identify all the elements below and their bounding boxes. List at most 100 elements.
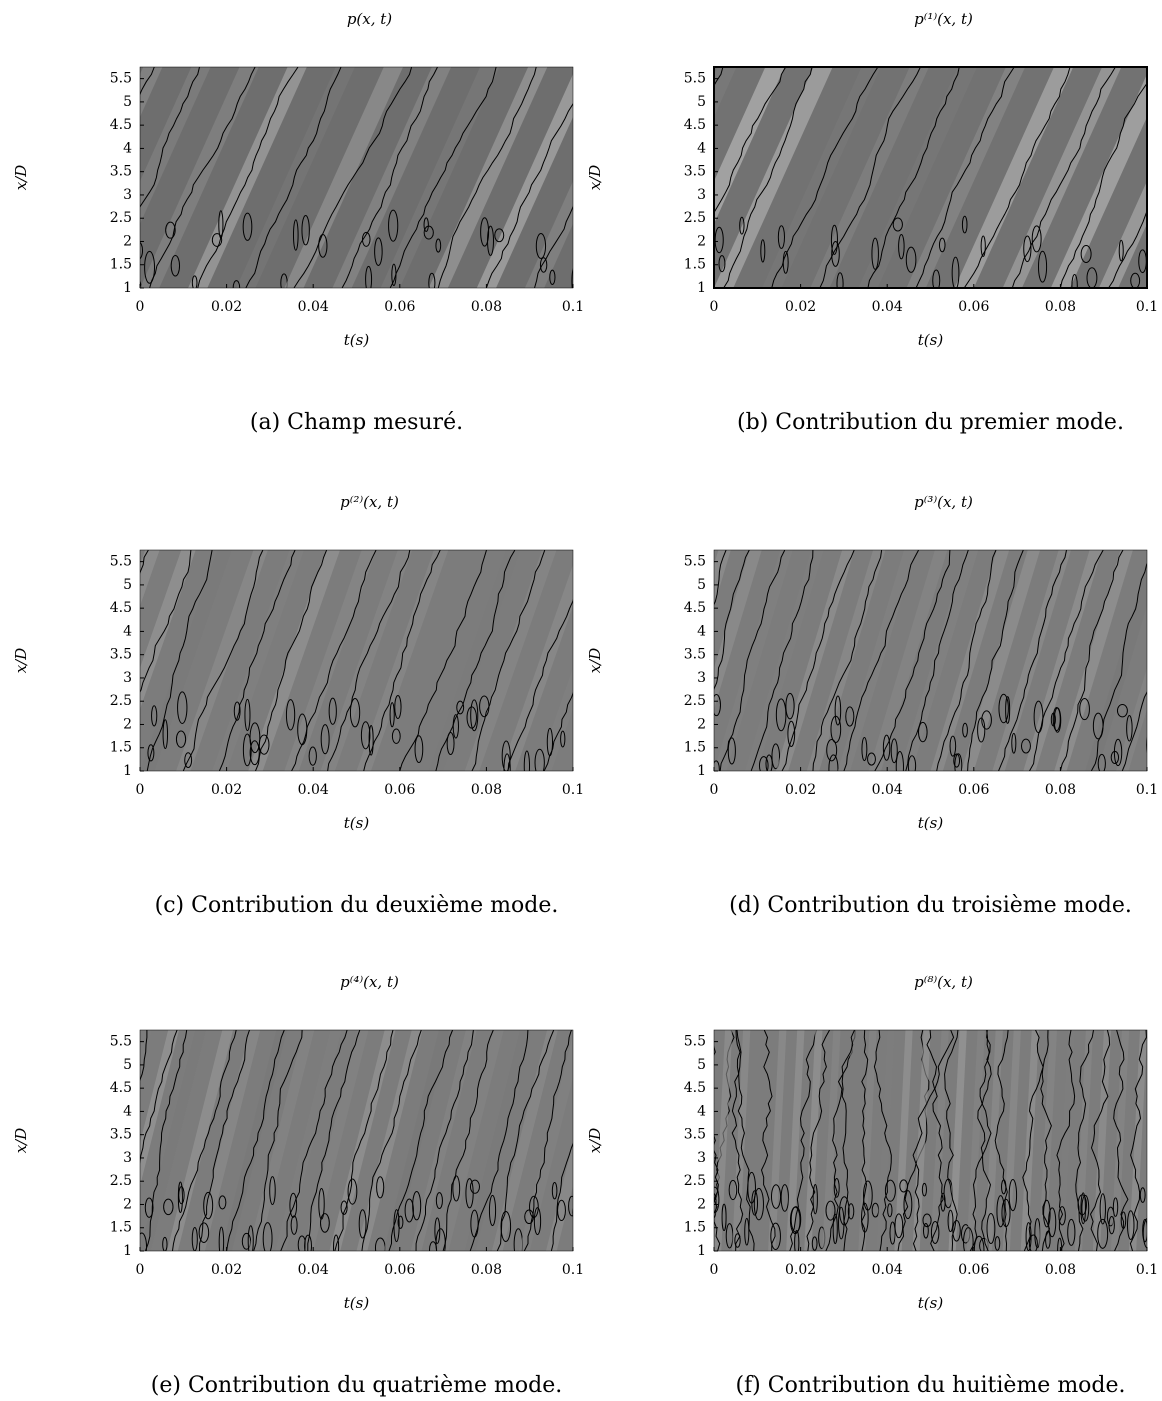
contour-loop — [404, 1198, 414, 1223]
field-stripe — [140, 1030, 207, 1251]
contour-loop — [838, 1206, 845, 1240]
y-tick-label: 1.5 — [110, 257, 132, 273]
y-tick-label: 4 — [697, 140, 706, 156]
contour-loop — [244, 698, 251, 732]
contour-line — [714, 550, 727, 606]
x-tick-label: 0 — [136, 1262, 145, 1278]
contour-loop — [211, 233, 223, 247]
y-tick-label: 1 — [123, 280, 132, 296]
contour-loop — [952, 1219, 961, 1242]
contour-loop — [794, 1230, 800, 1251]
contour-loop — [652, 745, 661, 775]
field-stripe — [140, 67, 211, 224]
contour-loop — [918, 721, 928, 743]
contour-loop — [962, 722, 968, 738]
contour-loop — [1033, 700, 1044, 734]
contour-loop — [605, 254, 615, 277]
field-stripe — [573, 1030, 639, 1251]
contour-loop — [780, 1184, 789, 1212]
contour-loop — [1092, 712, 1104, 740]
contour-loop — [9, 225, 15, 240]
contour-line — [388, 1030, 454, 1251]
contour-loop — [178, 1186, 185, 1205]
x-tick-label: 0.04 — [872, 782, 903, 798]
contour-line — [714, 67, 787, 214]
y-tick-label: 2.5 — [110, 1173, 132, 1189]
contour-line — [1108, 209, 1147, 288]
contour-loop — [198, 1222, 210, 1243]
contour-line — [860, 1030, 869, 1251]
contour-line — [307, 1030, 361, 1251]
contour-line — [280, 1030, 348, 1251]
contour-line — [496, 1030, 555, 1251]
contour-line — [1029, 550, 1104, 771]
contour-loop — [51, 699, 55, 726]
contour-loop — [191, 275, 198, 288]
contour-line — [485, 103, 573, 288]
field-stripe — [491, 1030, 558, 1251]
contour-line — [867, 67, 960, 288]
field-stripe — [876, 1030, 895, 1251]
field-stripe — [464, 550, 557, 771]
contour-loop — [361, 231, 371, 247]
chart-title: p⁽²⁾(x, t) — [340, 493, 399, 511]
contour-loop — [640, 248, 644, 271]
contour-loop — [394, 694, 402, 720]
field-stripe — [524, 181, 573, 288]
contour-loop — [175, 730, 187, 748]
y-tick-label: 4 — [697, 623, 706, 639]
contour-loop — [1142, 1217, 1147, 1249]
contour-line — [415, 1030, 474, 1251]
contour-loop — [290, 1215, 298, 1235]
contour-loop — [721, 1203, 727, 1232]
contour-loop — [656, 223, 661, 241]
y-tick-label: 2 — [697, 233, 706, 249]
y-tick-label: 1.5 — [684, 740, 706, 756]
x-tick-label: 0.06 — [958, 782, 989, 798]
x-tick-label: 0.08 — [1045, 782, 1076, 798]
contour-loop — [681, 232, 686, 252]
contour-line — [199, 1030, 250, 1251]
panel: 0 0.02 0.04 0.06 0.08 0.1 1 1.5 2 2.5 3 3.5 4 4.5 5 5.5… — [12, 493, 682, 918]
contour-line — [291, 550, 377, 771]
contour-line — [171, 1030, 237, 1251]
y-tick-label: 2 — [697, 1196, 706, 1212]
panel: 0 0.02 0.04 0.06 0.08 0.1 1 1.5 2 2.5 3 3.5 4 4.5 5 5.5… — [586, 493, 1158, 918]
x-axis-label: t(s) — [918, 1294, 944, 1312]
contour-loop — [591, 714, 600, 728]
contour-loop — [1020, 738, 1031, 754]
contour-loop — [269, 1176, 276, 1205]
y-tick-label: 5.5 — [110, 554, 132, 570]
contour-loop — [1048, 1207, 1057, 1238]
field-stripe — [714, 67, 737, 117]
contour-loop — [297, 713, 308, 746]
x-tick-label: 0.08 — [1045, 1262, 1076, 1278]
contour-loop — [393, 1209, 400, 1243]
contour-loop — [95, 1209, 104, 1238]
field-stripe — [236, 67, 355, 288]
contour-loop — [758, 756, 769, 771]
contour-loop — [1099, 1193, 1106, 1225]
contour-line — [149, 67, 256, 288]
contour-loop — [614, 752, 619, 770]
contour-loop — [586, 1213, 593, 1228]
panel: 0 0.02 0.04 0.06 0.08 0.1 1 1.5 2 2.5 3 3.5 4 4.5 5 5.5… — [9, 10, 661, 435]
y-tick-label: 3 — [123, 1150, 132, 1166]
field-stripe — [984, 1030, 1003, 1251]
contour-loop — [333, 1234, 340, 1251]
contour-loop — [646, 696, 653, 720]
contour-loop — [628, 240, 634, 264]
contour-loop — [1058, 1206, 1066, 1226]
contour-loop — [320, 724, 330, 755]
field-stripe — [1116, 667, 1147, 771]
x-tick-label: 0.1 — [562, 782, 584, 798]
y-tick-label: 5.5 — [110, 1034, 132, 1050]
contour-line — [550, 1142, 573, 1251]
x-tick-label: 0.08 — [471, 782, 502, 798]
contour-loop — [639, 731, 643, 755]
contour-loop — [678, 755, 682, 775]
contour-loop — [684, 1189, 691, 1221]
contour-loop — [1086, 267, 1098, 288]
field-stripe — [1147, 67, 1162, 288]
contour-loop — [452, 1175, 461, 1202]
